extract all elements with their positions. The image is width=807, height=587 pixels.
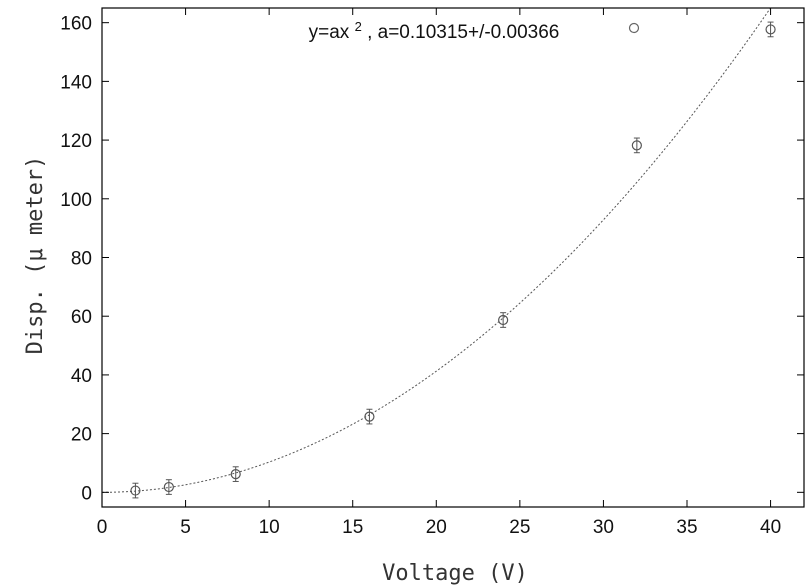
- x-tick-label: 30: [593, 517, 614, 538]
- x-tick-label: 40: [760, 517, 781, 538]
- point-marker: [230, 469, 241, 480]
- y-tick-label: 0: [81, 483, 92, 504]
- data-point: [364, 408, 375, 425]
- legend-label-prefix: y=ax: [309, 22, 350, 43]
- data-point: [230, 466, 241, 482]
- legend-label-suffix: , a=0.10315+/-0.00366: [367, 22, 559, 43]
- point-marker: [631, 140, 642, 151]
- legend: y=ax 2 , a=0.10315+/-0.00366: [309, 19, 640, 44]
- data-point: [130, 482, 141, 499]
- legend-label-exponent: 2: [355, 19, 362, 34]
- data-point: [498, 312, 509, 328]
- y-tick-label: 120: [60, 131, 92, 152]
- point-marker: [130, 485, 141, 496]
- point-marker: [765, 24, 776, 35]
- x-tick-label: 20: [426, 517, 447, 538]
- y-tick-label: 40: [71, 366, 92, 387]
- fit-curve: [102, 7, 771, 493]
- data-point: [765, 21, 776, 38]
- x-tick-label: 35: [676, 517, 697, 538]
- y-axis-title: Disp. (μ meter): [23, 156, 48, 355]
- x-tick-label: 10: [259, 517, 280, 538]
- x-tick-label: 15: [342, 517, 363, 538]
- data-point: [163, 479, 174, 495]
- y-tick-label: 100: [60, 190, 92, 211]
- x-tick-label: 0: [97, 517, 108, 538]
- x-axis-title: Voltage (V): [382, 561, 528, 586]
- y-tick-label: 140: [60, 72, 92, 93]
- x-tick-label: 25: [509, 517, 530, 538]
- legend-label: y=ax 2 , a=0.10315+/-0.00366: [309, 19, 560, 44]
- legend-marker: [628, 22, 640, 34]
- y-tick-label: 160: [60, 14, 92, 35]
- y-tick-label: 20: [71, 425, 92, 446]
- point-marker: [364, 411, 375, 422]
- y-tick-label: 80: [71, 249, 92, 270]
- point-marker: [163, 481, 174, 493]
- x-tick-label: 5: [180, 517, 191, 538]
- data-point: [631, 137, 642, 154]
- y-tick-label: 60: [71, 307, 92, 328]
- point-marker: [498, 314, 509, 326]
- plot-frame: [101, 7, 805, 508]
